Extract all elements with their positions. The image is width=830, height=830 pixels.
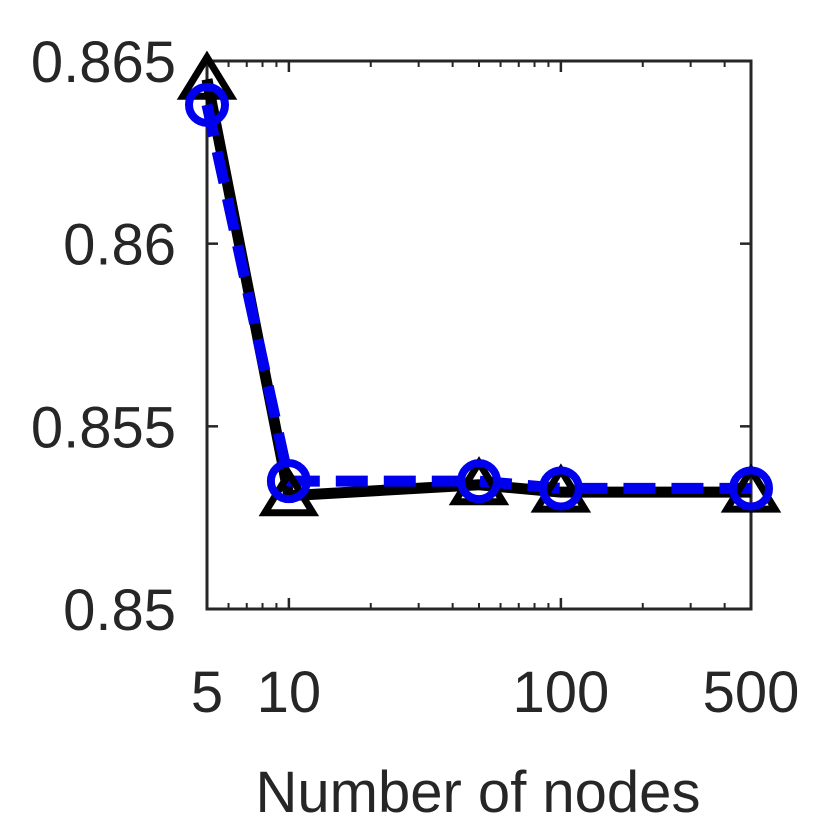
series-line-2 [201, 103, 751, 494]
circle-marker [729, 466, 773, 511]
y-tick-label: 0.865 [31, 30, 176, 95]
x-tick-label: 500 [703, 660, 800, 725]
minor-ticks [227, 61, 726, 609]
y-tick-label: 0.85 [63, 578, 176, 643]
circle-marker [266, 459, 311, 504]
series-line-1 [201, 78, 751, 502]
circle-marker [457, 459, 501, 504]
plot-frame [205, 59, 753, 611]
triangle-marker [176, 50, 238, 100]
y-tick-label: 0.86 [63, 213, 176, 278]
y-tick-labels: 0.85 0.855 0.86 0.865 [31, 30, 176, 643]
x-tick-label: 100 [512, 660, 609, 725]
plot-axes [205, 59, 753, 611]
series-lines [201, 78, 751, 502]
y-tick-label: 0.855 [31, 395, 176, 460]
circle-marker [538, 466, 583, 511]
x-tick-labels: 5 10 100 500 [191, 660, 800, 725]
circle-marker [185, 82, 229, 127]
series-markers [176, 50, 782, 517]
x-tick-label: 10 [257, 660, 322, 725]
x-axis-title: Number of nodes [256, 760, 701, 825]
x-tick-label: 5 [191, 660, 223, 725]
